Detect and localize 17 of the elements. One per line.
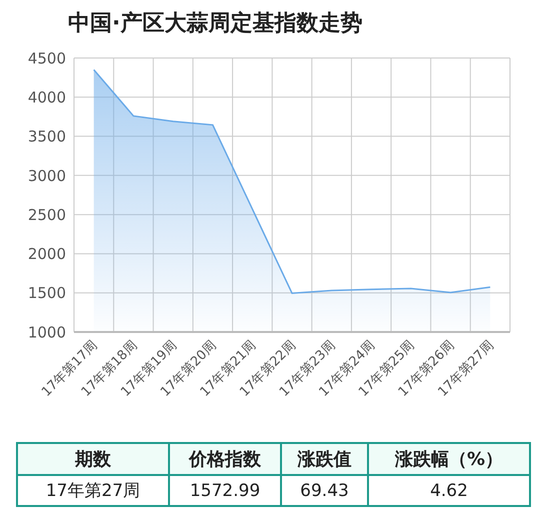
y-tick-label: 3500 [28,128,66,146]
y-tick-label: 1500 [28,284,66,302]
text: 1572.99 [169,475,281,506]
text: 4.62 [368,475,530,506]
text: 69.43 [281,475,368,506]
chart-title: 中国·产区大蒜周定基指数走势 [68,10,362,38]
text: 价格指数 [169,443,281,475]
text: 涨跌值 [281,443,368,475]
y-tick-label: 4500 [28,49,66,68]
y-tick-label: 1000 [28,323,66,342]
y-tick-label: 3000 [28,166,66,185]
text: 涨跌幅（%） [368,443,530,475]
y-tick-label: 2500 [28,206,66,224]
y-tick-label: 4000 [28,88,66,106]
text: 17年第27周 [17,475,169,506]
y-tick-label: 2000 [28,245,66,264]
text: 期数 [17,443,169,475]
